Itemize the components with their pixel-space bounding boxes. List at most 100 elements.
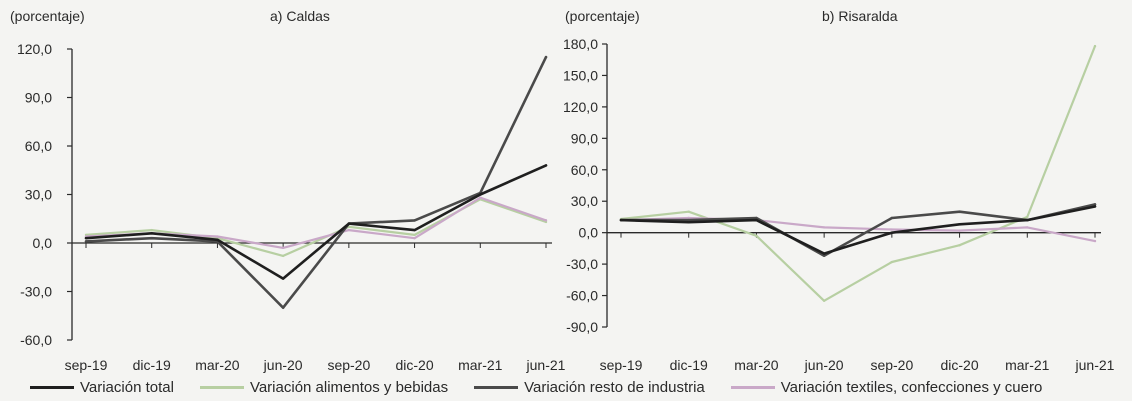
legend-item-textiles: Variación textiles, confecciones y cuero [730,378,1043,396]
y-tick-label: 150,0 [563,67,598,83]
data-point-variacion-textiles [1026,226,1029,229]
y-axis-label: (porcentaje) [565,8,640,24]
data-point-variacion-textiles [281,246,285,250]
y-tick-label: -30,0 [566,256,598,272]
y-tick-label: 30,0 [25,187,52,203]
legend-label-textiles: Variación textiles, confecciones y cuero [780,378,1043,396]
data-point-variacion-total [216,238,219,241]
x-tick-label: sep-20 [327,357,370,373]
data-point-variacion-total [150,232,153,235]
chart-risaralda: (porcentaje) b) Risaralda 180,0 150,0 120,0 9… [563,8,1115,373]
legend-label-total: Variación total [80,378,174,396]
data-point-variacion-resto [84,240,88,243]
data-point-variacion-textiles [413,236,416,240]
data-point-variacion-resto [822,254,826,257]
data-point-variacion-textiles [216,235,219,238]
chart-caldas: (porcentaje) a) Caldas 120,0 90,0 60,0 30,0 0,… [10,8,566,373]
x-tick-label: mar-20 [195,357,240,373]
data-point-variacion-alimentos [890,260,894,264]
data-point-variacion-alimentos [687,210,690,213]
data-point-variacion-textiles [687,216,690,220]
x-tick-label: jun-20 [263,357,303,373]
data-point-variacion-total [687,220,690,224]
y-tick-label: 120,0 [563,99,598,115]
data-point-variacion-alimentos [281,254,285,258]
data-point-variacion-textiles [822,226,826,229]
data-point-variacion-total [1093,205,1097,208]
x-tick-label: mar-20 [734,357,779,373]
y-tick-label: 120,0 [17,41,52,57]
data-point-variacion-total [479,193,482,196]
series-line-variacion-textiles [619,216,1097,243]
data-point-variacion-total [822,252,826,255]
x-tick-label: sep-19 [600,357,643,373]
chart-title: a) Caldas [270,8,330,24]
y-tick-label: -60,0 [20,332,52,348]
x-tick-label: dic-20 [396,357,434,373]
legend-item-total: Variación total [30,379,174,396]
series-line-variacion-alimentos [619,44,1097,302]
x-tick-label: jun-21 [526,357,566,373]
x-tick-label: sep-20 [870,357,913,373]
legend-swatch-alimentos [199,385,244,389]
legend-swatch-textiles [730,385,775,389]
data-point-variacion-alimentos [1026,215,1029,219]
y-tick-label: 0,0 [33,235,53,251]
data-point-variacion-total [890,231,894,234]
y-tick-label: 90,0 [25,90,52,106]
data-point-variacion-resto [544,55,548,59]
data-point-variacion-alimentos [150,228,153,232]
data-point-variacion-alimentos [1093,44,1097,48]
x-tick-label: dic-19 [670,357,708,373]
series-line-variacion-resto [84,55,548,310]
x-tick-label: mar-21 [1005,357,1050,373]
legend-item-alimentos: Variación alimentos y bebidas [199,378,449,396]
data-point-variacion-total [544,164,548,167]
chart-title: b) Risaralda [822,8,898,24]
data-point-variacion-total [619,218,623,222]
legend-label-resto: Variación resto de industria [524,378,705,396]
series-line-variacion-total [84,164,548,280]
data-point-variacion-total [84,236,88,240]
y-tick-label: 0,0 [579,225,599,241]
data-point-variacion-textiles [479,196,482,199]
y-axis-label: (porcentaje) [10,8,85,24]
series-line-variacion-total [619,205,1097,255]
data-point-variacion-alimentos [958,244,961,247]
data-point-variacion-resto [755,216,758,220]
x-tick-label: jun-20 [804,357,844,373]
data-point-variacion-textiles [347,228,351,232]
legend-swatch-total [30,385,74,389]
legend-label-alimentos: Variación alimentos y bebidas [249,378,449,396]
data-point-variacion-total [413,228,416,232]
series-line-variacion-resto [619,203,1097,257]
x-tick-label: jun-21 [1075,357,1115,373]
data-point-variacion-resto [413,219,416,222]
data-point-variacion-textiles [890,228,894,231]
data-point-variacion-textiles [1093,239,1097,243]
data-point-variacion-resto [687,218,690,222]
legend: Variación total Variación alimentos y be… [30,376,1130,398]
y-tick-label: -60,0 [566,288,598,304]
y-tick-label: 30,0 [571,193,598,209]
data-point-variacion-textiles [544,219,548,222]
data-point-variacion-resto [281,306,285,309]
y-tick-label: -90,0 [566,319,598,335]
y-tick-label: 90,0 [571,130,598,146]
y-tick-label: 60,0 [571,162,598,178]
data-point-variacion-total [958,223,961,226]
data-point-variacion-alimentos [822,299,826,302]
x-tick-label: mar-21 [458,357,503,373]
legend-swatch-resto [474,385,519,389]
data-point-variacion-alimentos [755,234,758,238]
x-tick-label: dic-20 [941,357,979,373]
y-tick-label: 180,0 [563,36,598,52]
data-point-variacion-total [281,277,285,280]
x-tick-label: dic-19 [133,357,171,373]
legend-item-resto: Variación resto de industria [474,379,705,396]
data-point-variacion-resto [890,216,894,220]
data-point-variacion-alimentos [413,233,416,237]
data-point-variacion-resto [1093,203,1097,206]
y-tick-label: 60,0 [25,138,52,154]
